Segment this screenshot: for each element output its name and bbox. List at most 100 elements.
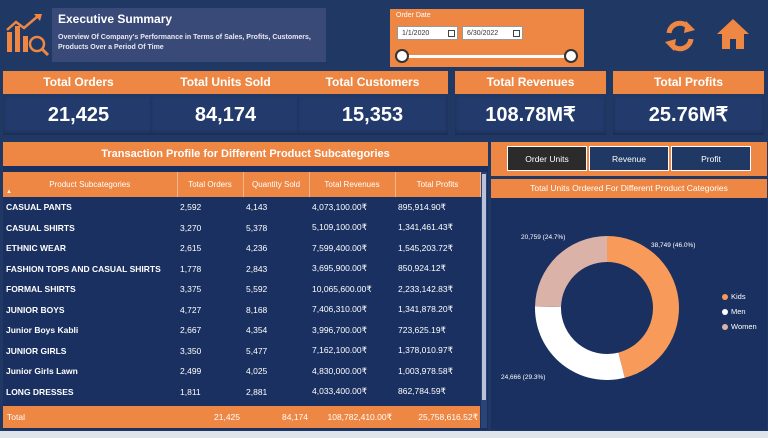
total-orders: 21,425	[214, 412, 240, 422]
page-subtitle: Overview Of Company's Performance in Ter…	[58, 34, 311, 51]
col-header-total-profits[interactable]: Total Profits	[395, 172, 481, 197]
cell-subcategory: Junior Girls Lawn	[6, 366, 78, 377]
slider-end-handle[interactable]	[564, 49, 578, 63]
cell-qty: 5,592	[246, 284, 268, 295]
chart-title: Total Units Ordered For Different Produc…	[491, 179, 767, 198]
kpi-total-units-sold: Total Units Sold 84,174	[150, 71, 301, 135]
legend-dot	[722, 294, 728, 301]
cell-subcategory: LONG DRESSES	[6, 386, 74, 397]
cell-subcategory: JUNIOR BOYS	[6, 304, 65, 315]
donut-slice-kids[interactable]	[607, 236, 679, 378]
table-total-row: Total 21,425 84,174 108,782,410.00₹ 25,7…	[3, 406, 480, 428]
kpi-label: Total Profits	[613, 71, 764, 94]
cell-revenue: 4,073,100.00₹	[312, 201, 368, 212]
cell-orders: 3,375	[180, 284, 202, 295]
table-row[interactable]: Junior Boys Kabli 2,667 4,354 3,996,700.00₹…	[3, 320, 480, 341]
date-range-slider[interactable]	[402, 55, 570, 58]
col-header-total-orders[interactable]: Total Orders	[177, 172, 244, 197]
table-title: Transaction Profile for Different Produc…	[3, 142, 488, 166]
table-row[interactable]: CASUAL SHIRTS 3,270 5,378 5,109,100.00₹ 1,34…	[3, 218, 480, 239]
cell-profit: 850,924.12₹	[398, 263, 446, 274]
slider-start-handle[interactable]	[395, 49, 409, 63]
start-date-value: 1/1/2020	[402, 30, 430, 37]
cell-orders: 3,270	[180, 222, 202, 233]
table-row[interactable]: JUNIOR BOYS 4,727 8,168 7,406,310.00₹ 1,341,…	[3, 300, 480, 321]
cell-profit: 1,378,010.97₹	[398, 345, 454, 356]
cell-orders: 1,811	[180, 386, 201, 397]
profit-button[interactable]: Profit	[671, 146, 751, 171]
total-revenues: 108,782,410.00₹	[327, 412, 393, 422]
kpi-value: 21,425	[3, 97, 154, 135]
col-header-total-revenues[interactable]: Total Revenues	[309, 172, 396, 197]
start-date-input[interactable]: 1/1/2020	[397, 26, 458, 40]
legend-label: Kids	[731, 292, 746, 301]
cell-qty: 4,025	[246, 366, 268, 377]
cell-revenue: 7,406,310.00₹	[312, 304, 368, 315]
table-row[interactable]: CASUAL PANTS 2,592 4,143 4,073,100.00₹ 895,9…	[3, 197, 480, 218]
sort-ascending-icon[interactable]: ▲	[6, 189, 12, 195]
kpi-label: Total Revenues	[455, 71, 606, 94]
home-icon[interactable]	[716, 17, 750, 51]
kpi-total-customers: Total Customers 15,353	[297, 71, 448, 135]
table-row[interactable]: LONG DRESSES 1,811 2,881 4,033,400.00₹ 862,7…	[3, 382, 480, 403]
total-label: Total	[7, 412, 25, 422]
calendar-icon[interactable]	[448, 30, 455, 37]
cell-revenue: 7,162,100.00₹	[312, 345, 368, 356]
cell-revenue: 10,065,600.00₹	[312, 283, 372, 294]
refresh-icon[interactable]	[664, 19, 696, 53]
cell-subcategory: ETHNIC WEAR	[6, 243, 66, 254]
cell-qty: 5,378	[246, 222, 268, 233]
cell-profit: 1,003,978.58₹	[398, 365, 454, 376]
order-units-button[interactable]: Order Units	[507, 146, 587, 171]
cell-revenue: 7,599,400.00₹	[312, 242, 368, 253]
legend-label: Women	[731, 322, 757, 331]
col-header-quantity-sold[interactable]: Quantity Sold	[243, 172, 310, 197]
legend-dot	[722, 309, 728, 316]
kpi-label: Total Units Sold	[150, 71, 301, 94]
col-header-subcategories[interactable]: ▲ Product Subcategories	[3, 172, 178, 197]
kpi-total-orders: Total Orders 21,425	[3, 71, 154, 135]
total-qty: 84,174	[282, 412, 308, 422]
calendar-icon[interactable]	[513, 30, 520, 37]
donut-slice-women[interactable]	[535, 236, 607, 308]
cell-revenue: 3,695,900.00₹	[312, 263, 368, 274]
kpi-total-revenues: Total Revenues 108.78M₹	[455, 71, 606, 135]
legend-dot	[722, 324, 728, 331]
transaction-table: ▲ Product Subcategories Total Orders Qua…	[3, 172, 481, 402]
data-label-men: 24,666 (29.3%)	[501, 374, 546, 381]
end-date-input[interactable]: 6/30/2022	[462, 26, 523, 40]
legend-item-men[interactable]: Men	[722, 307, 746, 316]
table-row[interactable]: FASHION TOPS AND CASUAL SHIRTS 1,778 2,843…	[3, 259, 480, 280]
table-row[interactable]: ETHNIC WEAR 2,615 4,236 7,599,400.00₹ 1,545,…	[3, 238, 480, 259]
kpi-label: Total Orders	[3, 71, 154, 94]
cell-orders: 2,667	[180, 325, 202, 336]
table-row[interactable]: Junior Girls Lawn 2,499 4,025 4,830,000.00₹…	[3, 361, 480, 382]
cell-profit: 1,545,203.72₹	[398, 242, 454, 253]
date-filter: Order Date 1/1/2020 6/30/2022	[390, 9, 584, 67]
legend-item-kids[interactable]: Kids	[722, 292, 746, 301]
revenue-button[interactable]: Revenue	[589, 146, 669, 171]
legend-item-women[interactable]: Women	[722, 322, 757, 331]
table-row[interactable]: JUNIOR GIRLS 3,350 5,477 7,162,100.00₹ 1,378…	[3, 341, 480, 362]
donut-chart-panel: Total Units Ordered For Different Produc…	[491, 179, 767, 430]
total-profits: 25,758,616.52₹	[418, 412, 478, 422]
chart-toggle-bar: Order Units Revenue Profit	[491, 142, 767, 176]
cell-qty: 2,881	[246, 386, 268, 397]
scrollbar-thumb[interactable]	[482, 174, 486, 400]
cell-revenue: 4,033,400.00₹	[312, 386, 368, 397]
data-label-kids: 38,749 (46.0%)	[651, 242, 696, 249]
cell-profit: 2,233,142.83₹	[398, 283, 454, 294]
legend-label: Men	[731, 307, 746, 316]
cell-orders: 4,727	[180, 304, 202, 315]
cell-qty: 8,168	[246, 304, 268, 315]
cell-qty: 4,236	[246, 243, 268, 254]
kpi-value: 84,174	[150, 97, 301, 135]
data-label-women: 20,759 (24.7%)	[521, 234, 566, 241]
donut-slice-men[interactable]	[535, 306, 625, 380]
cell-qty: 4,143	[246, 202, 268, 213]
table-row[interactable]: FORMAL SHIRTS 3,375 5,592 10,065,600.00₹ 2,2…	[3, 279, 480, 300]
cell-qty: 2,843	[246, 263, 268, 274]
kpi-value: 15,353	[297, 97, 448, 135]
table-scrollbar[interactable]	[481, 172, 487, 428]
cell-revenue: 5,109,100.00₹	[312, 222, 368, 233]
